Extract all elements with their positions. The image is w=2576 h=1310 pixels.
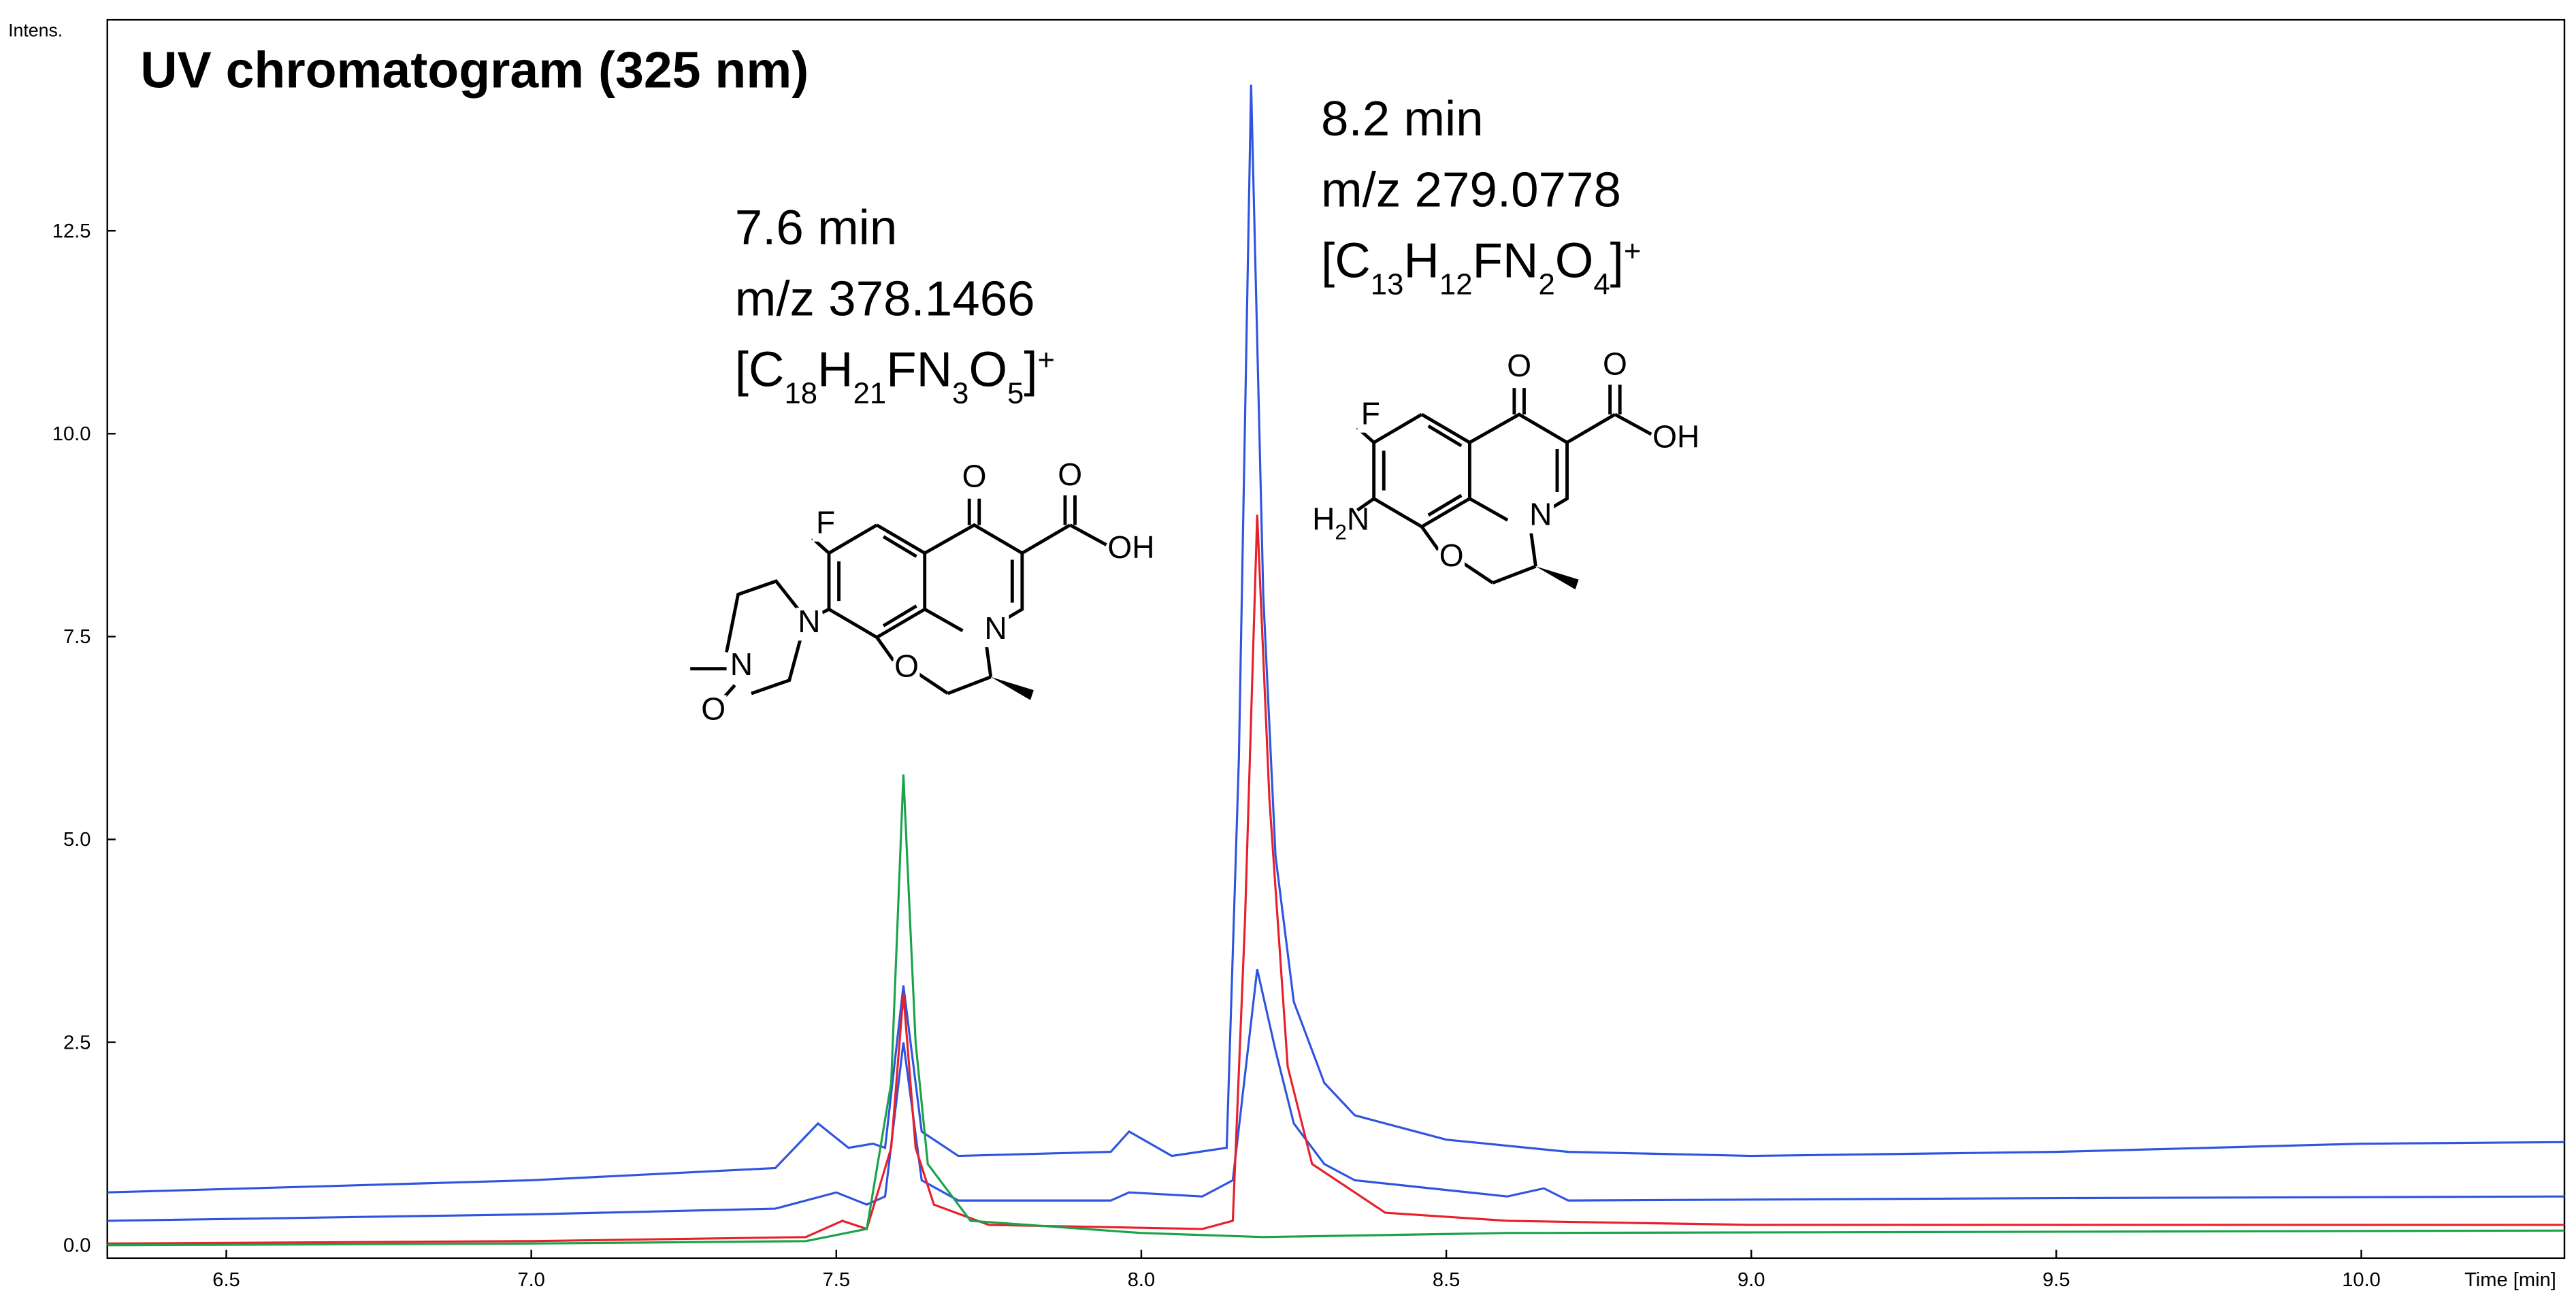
atom-label: O — [1507, 348, 1531, 383]
annotation-text: m/z 378.1466 — [735, 271, 1035, 326]
atom-label: O — [1439, 538, 1464, 573]
atom-background — [796, 607, 823, 641]
atom-background — [1601, 350, 1629, 383]
atom-background — [1357, 399, 1384, 433]
x-tick-label: 7.0 — [517, 1269, 544, 1291]
annotation-text: 7.6 min — [735, 200, 898, 255]
atom-label: OH — [1107, 529, 1154, 565]
atom-label: O — [1603, 346, 1627, 382]
x-axis-label: Time [min] — [2464, 1269, 2556, 1291]
chart-title: UV chromatogram (325 nm) — [140, 42, 809, 99]
atom-background — [1438, 541, 1465, 575]
atom-background — [982, 614, 1009, 648]
atom-label: O — [962, 459, 987, 494]
series-line — [107, 84, 2565, 1194]
atom-background — [1663, 423, 1690, 456]
x-tick-label: 9.5 — [2042, 1269, 2070, 1291]
atom-background — [1056, 460, 1083, 494]
y-axis-label: Intens. — [8, 20, 63, 40]
atom-label: H2N — [1312, 502, 1369, 544]
atom-background — [812, 508, 839, 542]
atom-label: N — [984, 610, 1007, 646]
atom-label: N — [798, 604, 820, 639]
atom-background — [728, 650, 755, 684]
atom-label: N — [1529, 497, 1552, 532]
annotation-formula: [C13H12FN2O4]+ — [1321, 233, 1641, 301]
annotation-text: m/z 279.0778 — [1321, 162, 1621, 217]
atom-background — [1527, 500, 1554, 534]
x-tick-label: 8.5 — [1433, 1269, 1460, 1291]
x-tick-label: 9.0 — [1738, 1269, 1765, 1291]
annotation-text: 8.2 min — [1321, 91, 1484, 146]
y-tick-label: 5.0 — [63, 829, 91, 851]
atom-label: O — [1058, 457, 1082, 492]
y-tick-label: 0.0 — [63, 1234, 91, 1256]
atom-background — [1505, 351, 1533, 385]
series-line — [107, 774, 2565, 1247]
atom-background — [1327, 505, 1354, 538]
atom-label: F — [1361, 396, 1380, 431]
x-tick-label: 10.0 — [2342, 1269, 2381, 1291]
y-tick-label: 7.5 — [63, 626, 91, 648]
atom-background — [893, 652, 920, 685]
atom-background — [700, 695, 727, 728]
structure-2 — [1357, 384, 1651, 589]
atom-label: N — [730, 646, 753, 682]
atom-background — [961, 462, 988, 495]
atom-background — [1118, 533, 1145, 567]
y-tick-label: 10.0 — [52, 423, 91, 445]
series-line — [107, 968, 2565, 1222]
atom-label: O — [701, 691, 725, 727]
y-tick-label: 2.5 — [63, 1032, 91, 1053]
plot-frame — [106, 18, 2566, 1260]
annotation-formula: [C18H21FN3O5]+ — [735, 342, 1055, 410]
x-tick-label: 7.5 — [823, 1269, 850, 1291]
atom-label: O — [894, 649, 919, 684]
y-tick-label: 12.5 — [52, 220, 91, 242]
x-tick-label: 6.5 — [212, 1269, 240, 1291]
atom-label: OH — [1652, 419, 1699, 455]
x-tick-label: 8.0 — [1128, 1269, 1155, 1291]
atom-label: F — [816, 505, 835, 540]
series-line — [107, 514, 2565, 1245]
